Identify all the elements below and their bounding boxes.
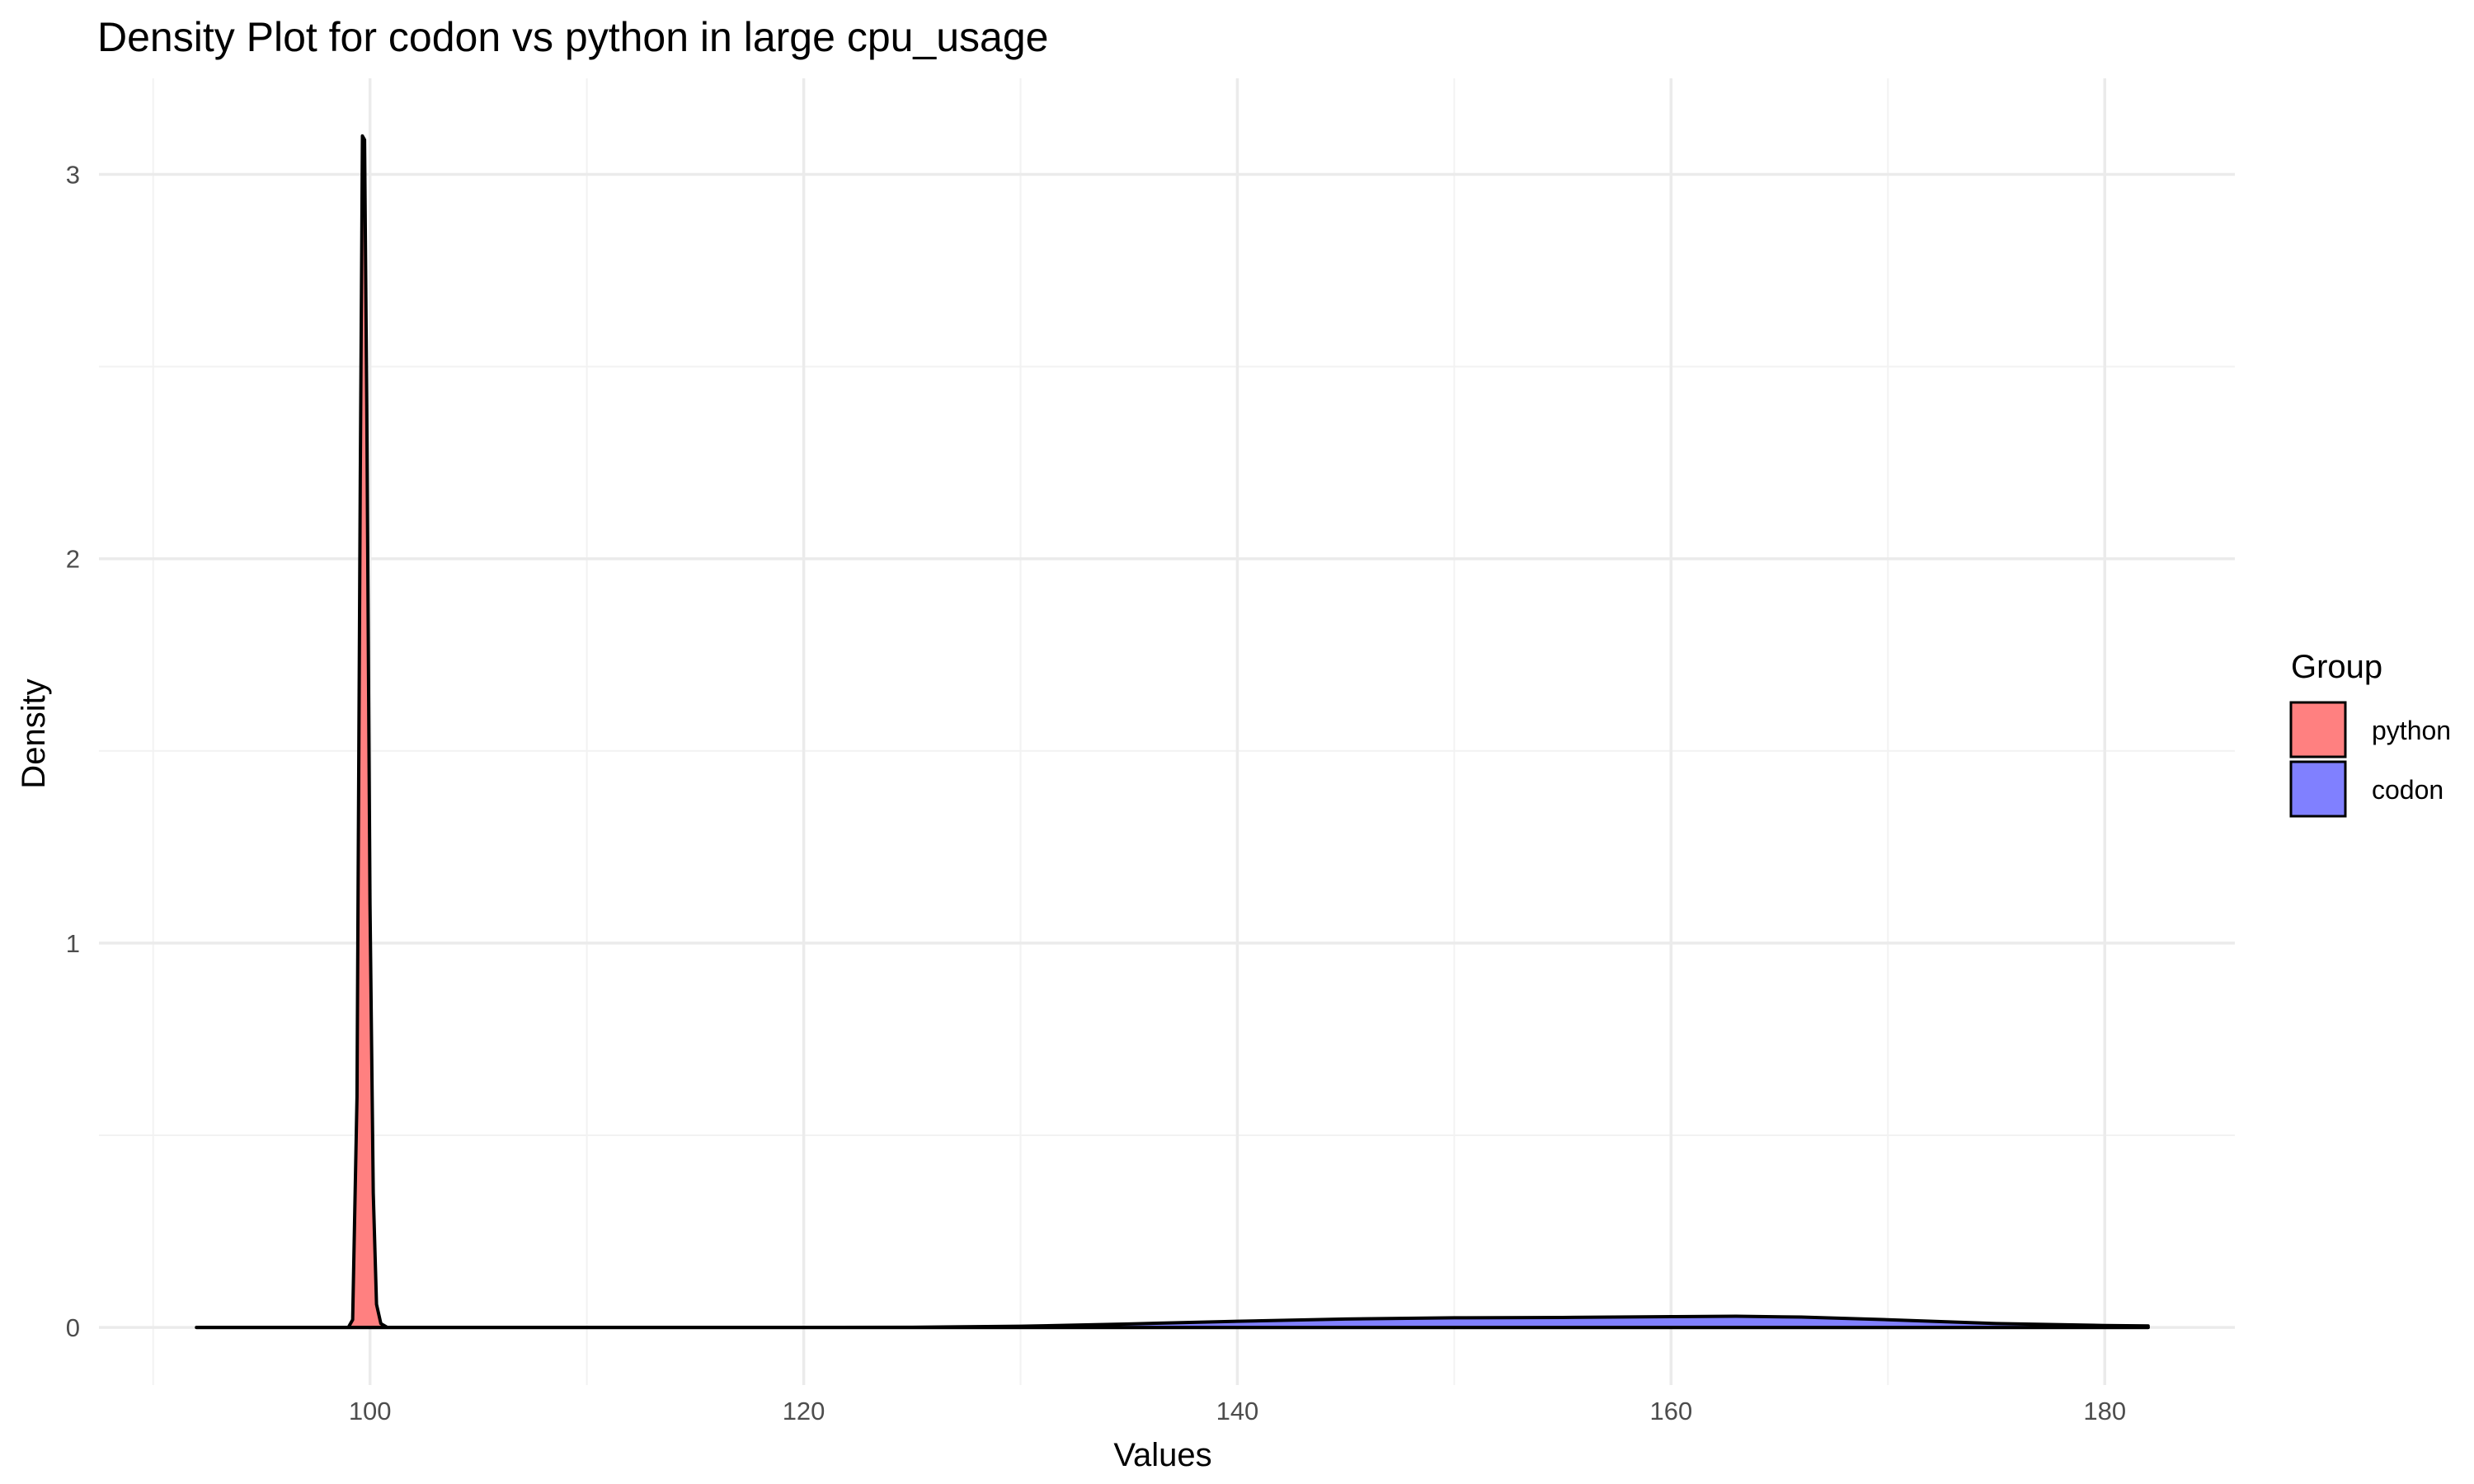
- x-tick-label: 120: [783, 1397, 825, 1425]
- tick-labels: 100 120 140 160 180 0 1 2 3: [66, 161, 2126, 1425]
- legend-title: Group: [2291, 649, 2382, 685]
- y-tick-label: 0: [66, 1313, 80, 1342]
- y-axis-title: Density: [16, 679, 52, 788]
- legend-key-codon: [2289, 760, 2347, 818]
- x-axis-title: Values: [1113, 1437, 1211, 1473]
- legend: Group python codon: [2289, 649, 2451, 818]
- chart-title: Density Plot for codon vs python in larg…: [97, 14, 1048, 60]
- density-area-python: [195, 134, 2150, 1330]
- legend-label-python: python: [2372, 716, 2451, 745]
- x-tick-label: 180: [2083, 1397, 2126, 1425]
- legend-label-codon: codon: [2372, 775, 2443, 805]
- y-tick-label: 1: [66, 929, 80, 958]
- legend-key-python: [2289, 701, 2347, 758]
- density-area-codon: [195, 1314, 2150, 1330]
- y-tick-label: 3: [66, 161, 80, 190]
- x-tick-label: 140: [1216, 1397, 1259, 1425]
- y-tick-label: 2: [66, 545, 80, 574]
- x-tick-label: 160: [1649, 1397, 1692, 1425]
- grid-lines: [99, 78, 2235, 1385]
- density-areas: [195, 134, 2150, 1330]
- legend-items: python codon: [2289, 701, 2451, 818]
- x-tick-label: 100: [349, 1397, 392, 1425]
